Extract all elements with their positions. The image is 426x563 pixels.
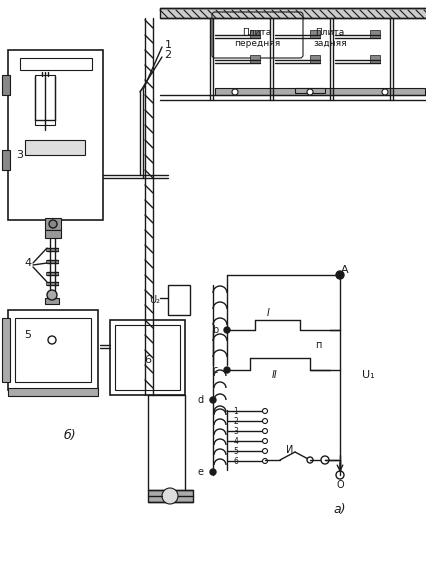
Text: 5: 5 — [233, 446, 238, 455]
Bar — [46, 248, 58, 251]
Bar — [8, 50, 103, 220]
Circle shape — [210, 469, 216, 475]
Bar — [369, 55, 379, 63]
Bar — [148, 490, 193, 502]
Circle shape — [381, 89, 387, 95]
Circle shape — [224, 367, 230, 373]
Text: Плита
задняя: Плита задняя — [312, 28, 346, 48]
Circle shape — [320, 456, 328, 464]
Text: A: A — [340, 265, 348, 275]
Bar — [160, 8, 426, 18]
Bar — [294, 88, 324, 93]
Circle shape — [335, 271, 343, 279]
Bar — [15, 318, 91, 382]
Bar — [309, 55, 319, 63]
Bar — [35, 75, 55, 125]
Bar — [25, 140, 85, 155]
Circle shape — [47, 290, 57, 300]
Text: И: И — [286, 445, 293, 455]
Bar — [8, 310, 98, 390]
Text: II: II — [271, 370, 277, 380]
Bar — [249, 30, 259, 38]
Bar — [46, 282, 58, 285]
Bar — [46, 272, 58, 275]
Circle shape — [335, 471, 343, 479]
Bar — [215, 88, 424, 95]
Circle shape — [262, 428, 267, 434]
Bar — [115, 325, 180, 390]
Circle shape — [262, 449, 267, 454]
Text: 3: 3 — [233, 427, 238, 436]
Text: 2: 2 — [164, 50, 171, 60]
Text: e: e — [198, 467, 204, 477]
Text: b: b — [211, 325, 218, 335]
Bar — [2, 150, 10, 170]
Text: а): а) — [333, 503, 345, 516]
Circle shape — [262, 439, 267, 444]
Bar — [309, 30, 319, 38]
Bar — [2, 75, 10, 95]
Text: п: п — [314, 340, 320, 350]
Text: 5: 5 — [24, 330, 32, 340]
Bar — [45, 230, 61, 238]
Text: 1: 1 — [164, 40, 171, 50]
Bar — [110, 320, 184, 395]
Circle shape — [161, 488, 178, 504]
Text: U₂: U₂ — [149, 295, 160, 305]
Bar — [369, 30, 379, 38]
Circle shape — [306, 89, 312, 95]
Text: б): б) — [63, 428, 76, 441]
Bar — [2, 318, 10, 382]
Bar — [167, 285, 190, 315]
Bar — [46, 260, 58, 263]
Circle shape — [306, 457, 312, 463]
Text: 3: 3 — [17, 150, 23, 160]
Circle shape — [231, 89, 237, 95]
Text: 4: 4 — [233, 436, 238, 445]
Text: 2: 2 — [233, 417, 238, 426]
Text: 6: 6 — [144, 355, 151, 365]
Bar — [45, 298, 59, 304]
Circle shape — [224, 327, 230, 333]
Circle shape — [210, 397, 216, 403]
Text: 6: 6 — [233, 457, 238, 466]
Text: c: c — [212, 365, 218, 375]
Text: I: I — [266, 308, 269, 318]
Circle shape — [262, 409, 267, 413]
Bar — [20, 58, 92, 70]
Text: 4: 4 — [24, 258, 32, 268]
Bar — [8, 388, 98, 396]
Text: Плита
передняя: Плита передняя — [233, 28, 279, 48]
Circle shape — [262, 458, 267, 463]
Circle shape — [262, 418, 267, 423]
Bar — [45, 218, 61, 230]
Text: O: O — [335, 480, 343, 490]
Text: d: d — [197, 395, 204, 405]
Circle shape — [49, 220, 57, 228]
Bar — [249, 55, 259, 63]
Text: 1: 1 — [233, 406, 238, 415]
Text: U₁: U₁ — [361, 370, 374, 380]
